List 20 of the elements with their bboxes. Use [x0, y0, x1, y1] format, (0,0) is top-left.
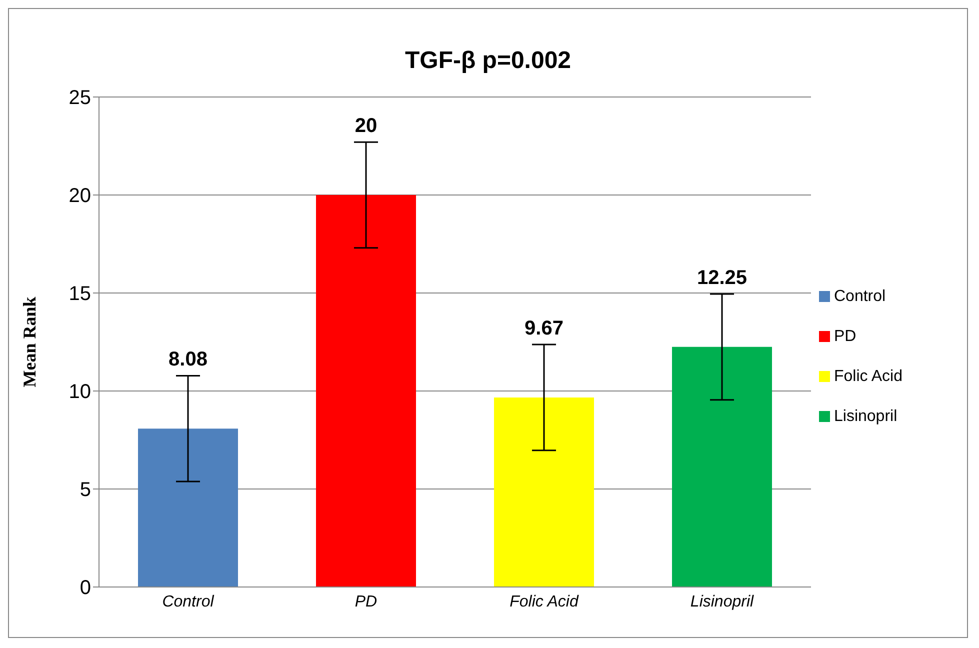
legend-label: Lisinopril: [834, 408, 898, 425]
chart-title: TGF-β p=0.002: [404, 46, 572, 76]
x-tick-label: Control: [162, 593, 214, 610]
x-tick-label: Folic Acid: [510, 593, 580, 610]
legend-label: PD: [834, 328, 856, 345]
x-tick-label: PD: [354, 593, 378, 610]
data-label: 9.67: [524, 318, 564, 340]
data-label: 8.08: [168, 348, 208, 371]
y-axis-title: Mean Rank: [19, 296, 40, 388]
y-tick-label: 0: [80, 577, 91, 600]
y-tick-label: 5: [80, 479, 91, 502]
y-tick-label: 20: [68, 185, 91, 208]
legend-label: Control: [834, 288, 886, 305]
data-label: 12.25: [696, 266, 748, 289]
y-tick-label: 25: [68, 87, 91, 110]
y-tick-label: 15: [68, 283, 91, 306]
y-tick-label: 10: [68, 381, 91, 404]
data-label: 20: [354, 115, 378, 138]
x-tick-label: Lisinopril: [690, 593, 754, 610]
legend-label: Folic Acid: [834, 368, 902, 385]
